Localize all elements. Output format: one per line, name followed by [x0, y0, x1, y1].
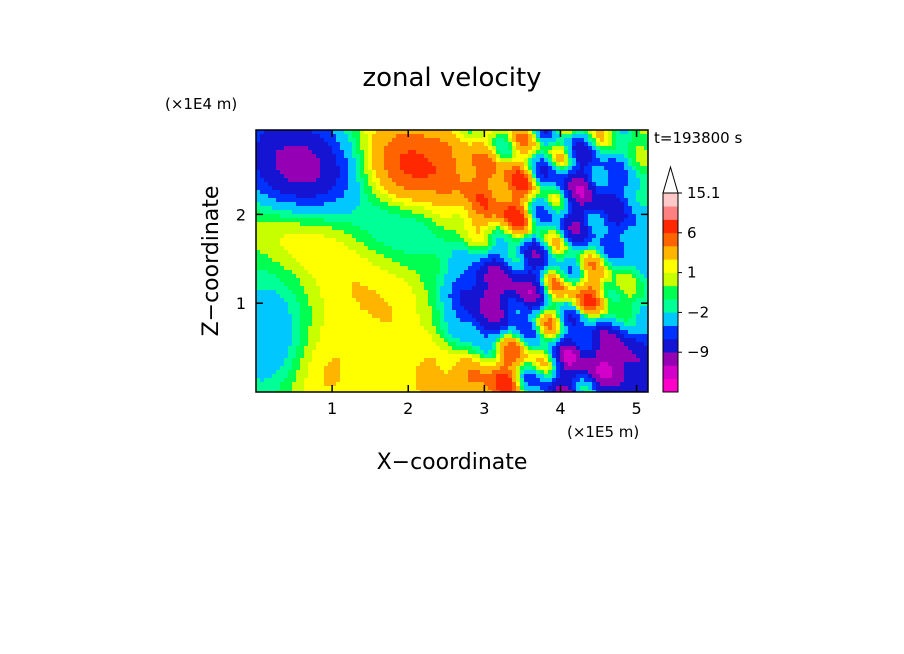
colorbar-tick-label: −9 — [687, 343, 709, 361]
colorbar-segment — [663, 219, 678, 234]
colorbar-segment — [663, 206, 678, 220]
colorbar-tick-label: 6 — [687, 224, 697, 242]
colorbar-tick-label: −2 — [687, 303, 709, 321]
y-axis-label: Z−coordinate — [199, 186, 224, 337]
colorbar-segment — [663, 378, 678, 393]
colorbar-segment — [663, 193, 678, 207]
colorbar-extend-arrow — [662, 165, 679, 194]
colorbar-segment — [663, 259, 678, 273]
colorbar-segment — [663, 312, 678, 326]
x-tick-label: 1 — [327, 399, 337, 418]
x-tick-label: 5 — [631, 399, 641, 418]
colorbar-segment — [663, 246, 678, 260]
y-tick-label: 2 — [236, 205, 246, 224]
colorbar-tick-label: 15.1 — [687, 184, 720, 202]
y-tick-label: 1 — [236, 294, 246, 313]
x-tick-label: 3 — [479, 399, 489, 418]
x-tick-label: 4 — [555, 399, 565, 418]
velocity-contour-field — [256, 130, 648, 392]
chart-title: zonal velocity — [362, 63, 541, 93]
colorbar-segment — [663, 299, 678, 313]
time-label: t=193800 s — [654, 129, 742, 147]
x-axis-ticks: 1 2 3 4 5 — [327, 130, 642, 418]
colorbar-tick-label: 1 — [687, 264, 697, 282]
x-scale-label: (×1E5 m) — [567, 423, 639, 441]
colorbar-segment — [663, 272, 678, 287]
x-tick-label: 2 — [403, 399, 413, 418]
colorbar-segment — [663, 232, 678, 247]
colorbar-segment — [663, 365, 678, 380]
colorbar-segment — [663, 285, 678, 300]
x-axis-label: X−coordinate — [377, 450, 528, 475]
colorbar-segment — [663, 338, 678, 353]
colorbar-segment — [663, 352, 678, 366]
y-axis-ticks: 12 — [236, 205, 648, 313]
colorbar-segment — [663, 325, 678, 340]
colorbar: 15.1 6 1 −2 −9 — [662, 165, 720, 393]
y-scale-label: (×1E4 m) — [165, 95, 237, 113]
